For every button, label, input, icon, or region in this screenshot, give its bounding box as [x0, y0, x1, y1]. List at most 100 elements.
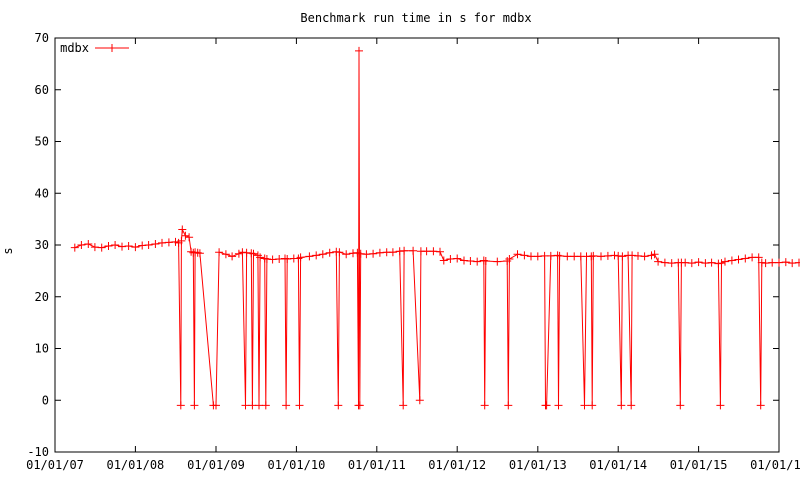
data-point: [215, 248, 224, 257]
chart-title: Benchmark run time in s for mdbx: [300, 11, 531, 25]
data-point: [181, 231, 190, 240]
legend-label-mdbx: mdbx: [60, 41, 89, 55]
data-point: [249, 249, 258, 258]
data-point: [256, 253, 265, 262]
data-point: [296, 253, 305, 262]
data-point: [650, 250, 659, 259]
data-point: [473, 257, 482, 266]
data-point: [334, 401, 343, 410]
data-point: [325, 248, 334, 257]
data-point: [617, 401, 626, 410]
data-point: [554, 401, 563, 410]
legend: mdbx: [60, 41, 129, 55]
y-tick-label: 70: [35, 31, 49, 45]
data-point: [795, 258, 800, 267]
data-point: [741, 254, 750, 263]
data-point: [118, 242, 126, 251]
y-tick-label: 50: [35, 135, 49, 149]
data-point: [660, 258, 669, 267]
data-point: [104, 242, 113, 250]
x-tick-label: 01/01/09: [187, 458, 245, 472]
data-point: [409, 246, 418, 255]
y-tick-label: 20: [35, 290, 49, 304]
data-point: [234, 249, 243, 258]
y-tick-label: -10: [27, 445, 49, 459]
data-point: [687, 259, 696, 268]
data-point: [318, 250, 327, 259]
data-point: [221, 250, 230, 259]
data-point: [151, 240, 160, 248]
data-point: [588, 401, 597, 410]
x-tick-label: 01/01/11: [348, 458, 406, 472]
data-point: [355, 46, 363, 55]
data-point: [542, 401, 551, 410]
x-tick-label: 01/01/07: [26, 458, 84, 472]
data-point: [97, 243, 106, 252]
data-point: [589, 251, 598, 260]
data-point: [295, 401, 304, 410]
data-point: [640, 252, 649, 261]
series-line-mdbx: [74, 50, 800, 406]
data-point: [754, 253, 763, 262]
data-point: [627, 401, 636, 410]
data-point: [399, 401, 408, 410]
data-point: [70, 243, 79, 252]
data-point: [756, 401, 765, 410]
y-tick-label: 30: [35, 238, 49, 252]
data-point: [694, 258, 703, 267]
data-point: [717, 259, 726, 268]
data-point: [546, 251, 555, 260]
data-point: [727, 256, 736, 265]
data-point: [353, 248, 362, 257]
data-point: [775, 258, 783, 267]
data-point: [247, 249, 256, 258]
data-point: [580, 401, 589, 410]
data-point: [185, 233, 194, 242]
x-tick-label: 01/01/08: [106, 458, 164, 472]
plot-frame: [54, 37, 780, 453]
data-point: [721, 257, 729, 266]
legend-marker-mdbx: [108, 44, 116, 52]
data-point: [676, 401, 685, 410]
data-point: [493, 257, 502, 266]
data-point: [400, 246, 409, 255]
data-point: [228, 252, 237, 261]
x-tick-label: 01/01/15: [670, 458, 728, 472]
data-point: [369, 249, 378, 258]
data-point: [158, 238, 166, 247]
data-point: [481, 257, 490, 265]
data-point: [563, 252, 572, 261]
data-point: [312, 251, 321, 260]
data-point: [177, 236, 186, 245]
x-tick-label: 01/01/14: [589, 458, 647, 472]
y-tick-label: 40: [35, 186, 49, 200]
data-point: [466, 257, 475, 265]
data-point: [436, 247, 444, 256]
data-point: [555, 251, 564, 260]
data-point: [480, 401, 489, 410]
data-point: [375, 248, 384, 257]
data-point: [176, 401, 185, 410]
data-point: [282, 401, 291, 410]
data-point: [716, 401, 725, 410]
data-point: [513, 250, 522, 259]
data-point: [195, 249, 204, 258]
data-point: [84, 240, 93, 248]
data-point: [241, 401, 250, 410]
data-point: [294, 254, 303, 263]
x-tick-label: 01/01/13: [509, 458, 567, 472]
data-point: [355, 401, 364, 410]
y-tick-label: 60: [35, 83, 49, 97]
x-tick-label: 01/01/12: [428, 458, 486, 472]
data-point: [788, 259, 797, 268]
data-point: [111, 241, 120, 249]
data-point: [597, 252, 605, 261]
data-point: [439, 256, 448, 265]
data-point: [305, 252, 314, 261]
y-tick-label: 0: [42, 393, 49, 407]
x-tick-label: 01/01/16: [750, 458, 800, 472]
data-point: [212, 401, 220, 410]
data-point: [533, 252, 542, 261]
data-point: [768, 258, 777, 267]
